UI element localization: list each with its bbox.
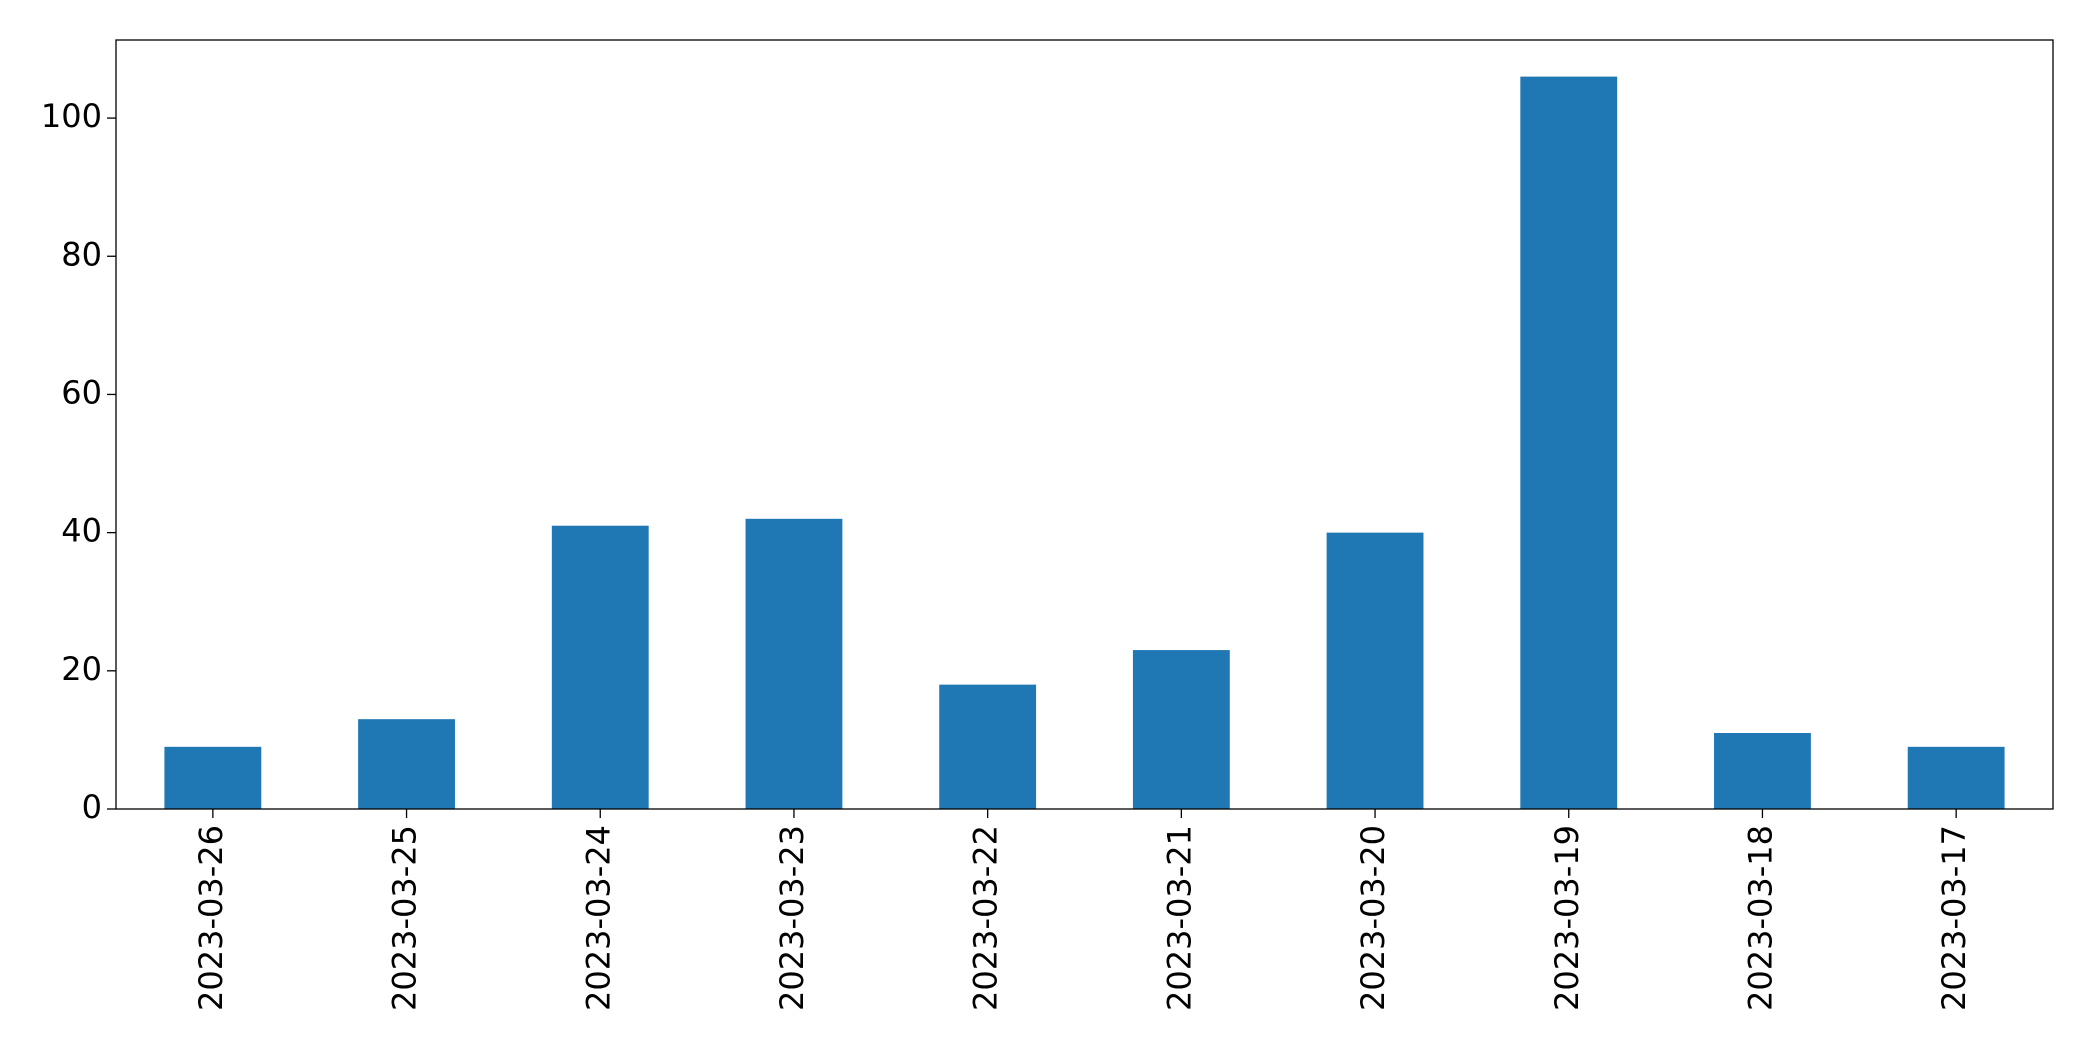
- bar: [164, 746, 262, 809]
- x-tick-label: 2023-03-24: [579, 825, 617, 1011]
- y-tick-label: 20: [61, 650, 102, 688]
- x-tick-label: 2023-03-17: [1935, 825, 1973, 1011]
- bar: [745, 518, 843, 809]
- axes-frame: [115, 39, 2054, 810]
- x-tick-label: 2023-03-20: [1354, 825, 1392, 1011]
- x-tick-label: 2023-03-23: [773, 825, 811, 1011]
- x-tick-label: 2023-03-25: [386, 825, 424, 1011]
- y-tick-label: 40: [61, 512, 102, 550]
- y-tick-label: 0: [82, 788, 102, 826]
- bar: [939, 684, 1037, 809]
- x-tick-label: 2023-03-18: [1741, 825, 1779, 1011]
- x-tick-label: 2023-03-22: [967, 825, 1005, 1011]
- bar: [1326, 532, 1424, 809]
- bar: [1132, 650, 1230, 809]
- y-tick-label: 80: [61, 235, 102, 273]
- bar: [358, 719, 455, 809]
- bar: [1714, 732, 1811, 809]
- x-tick-label: 2023-03-21: [1160, 825, 1198, 1011]
- x-tick-label: 2023-03-26: [192, 825, 230, 1011]
- y-tick-label: 60: [61, 373, 102, 411]
- x-tick-label: 2023-03-19: [1548, 825, 1586, 1011]
- bar: [1520, 76, 1618, 810]
- y-tick-label: 100: [41, 97, 102, 135]
- bar: [1907, 746, 2005, 809]
- bar: [551, 525, 649, 809]
